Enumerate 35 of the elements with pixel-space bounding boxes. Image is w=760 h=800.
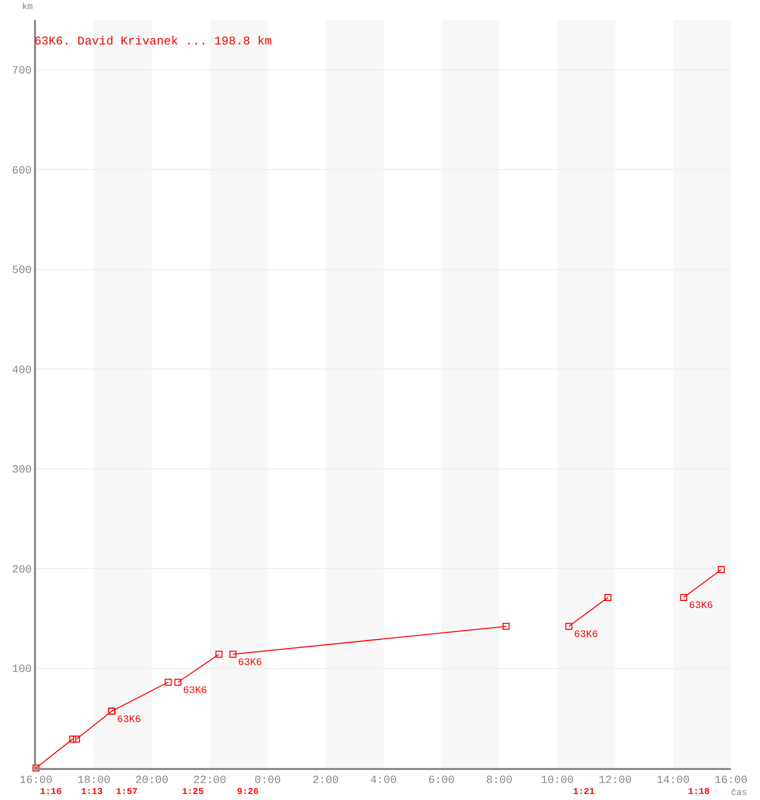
text: 1:25: [182, 787, 204, 797]
annotation: 63K6: [574, 630, 598, 641]
text: 1:16: [40, 787, 62, 797]
y-tick-label: 500: [12, 265, 32, 278]
x-tick-label: 12:00: [598, 775, 632, 788]
x-tick-label: 6:00: [428, 775, 455, 788]
x-tick-label: 8:00: [486, 775, 513, 788]
y-tick-label: 300: [12, 464, 32, 477]
annotation: 63K6: [183, 686, 208, 697]
y-tick-label: 200: [12, 564, 32, 576]
text: 9:26: [237, 787, 259, 797]
x-tick-label: 16:00: [19, 775, 53, 788]
y-axis-title: km: [22, 2, 33, 12]
annotation: 63K6: [117, 715, 142, 726]
text: 1:18: [688, 787, 710, 797]
text: 1:21: [573, 787, 596, 797]
x-tick-label: 4:00: [370, 775, 397, 788]
x-tick-label: 2:00: [312, 775, 339, 788]
y-tick-label: 600: [12, 165, 32, 178]
x-tick-label: 18:00: [77, 775, 110, 788]
y-tick-label: 700: [12, 66, 32, 78]
x-tick-label: 20:00: [135, 775, 168, 788]
text: 63K6. David Krivanek ... 198.8 km: [34, 34, 272, 48]
annotation: 63K6: [238, 658, 262, 669]
y-tick-label: 100: [12, 664, 32, 676]
annotation: 63K6: [689, 601, 714, 612]
text: 1:13: [81, 787, 103, 797]
x-tick-label: 22:00: [193, 775, 226, 788]
x-tick-label: 10:00: [540, 775, 574, 788]
x-tick-label: 16:00: [714, 775, 748, 788]
x-tick-label: 14:00: [656, 775, 690, 788]
x-tick-label: 0:00: [254, 775, 281, 788]
x-axis-title: čas: [731, 788, 748, 798]
y-tick-label: 400: [12, 364, 32, 377]
text: 1:57: [116, 787, 138, 797]
